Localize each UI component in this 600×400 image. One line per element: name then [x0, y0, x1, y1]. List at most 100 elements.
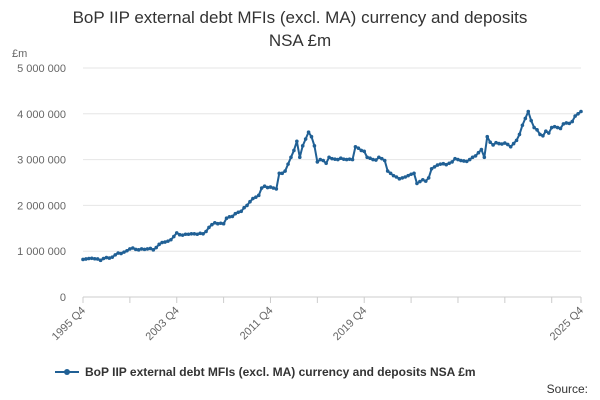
- data-point[interactable]: [89, 256, 94, 261]
- data-point[interactable]: [277, 171, 282, 176]
- data-point[interactable]: [353, 144, 358, 149]
- data-point[interactable]: [544, 129, 548, 134]
- data-point[interactable]: [107, 256, 112, 260]
- data-point[interactable]: [160, 240, 164, 245]
- data-point[interactable]: [327, 155, 331, 160]
- data-point[interactable]: [464, 159, 469, 164]
- data-point[interactable]: [306, 130, 311, 134]
- data-point[interactable]: [303, 137, 308, 141]
- data-point[interactable]: [558, 126, 563, 131]
- data-point[interactable]: [265, 185, 270, 190]
- data-point[interactable]: [529, 118, 533, 123]
- data-point[interactable]: [101, 256, 106, 261]
- data-point[interactable]: [312, 144, 317, 148]
- data-point[interactable]: [453, 156, 457, 161]
- data-point[interactable]: [154, 245, 159, 250]
- data-point[interactable]: [423, 179, 428, 183]
- data-point[interactable]: [380, 156, 384, 161]
- data-point[interactable]: [365, 155, 369, 160]
- data-point[interactable]: [104, 255, 109, 260]
- data-point[interactable]: [441, 161, 446, 166]
- data-point[interactable]: [218, 221, 223, 226]
- data-point[interactable]: [576, 112, 580, 116]
- data-point[interactable]: [174, 231, 179, 235]
- data-point[interactable]: [242, 205, 246, 210]
- data-point[interactable]: [151, 248, 156, 252]
- data-point[interactable]: [201, 231, 205, 236]
- data-point[interactable]: [333, 157, 337, 161]
- data-point[interactable]: [491, 143, 495, 147]
- data-point[interactable]: [400, 176, 405, 180]
- data-point[interactable]: [256, 193, 261, 198]
- data-point[interactable]: [207, 225, 211, 230]
- data-point[interactable]: [318, 157, 323, 162]
- data-point[interactable]: [204, 229, 208, 234]
- data-point[interactable]: [473, 154, 478, 158]
- data-point[interactable]: [494, 140, 498, 145]
- data-point[interactable]: [315, 160, 320, 164]
- data-point[interactable]: [113, 253, 118, 257]
- data-point[interactable]: [388, 171, 393, 176]
- data-point[interactable]: [555, 125, 560, 130]
- data-point[interactable]: [546, 131, 551, 135]
- data-point[interactable]: [476, 150, 481, 155]
- data-point[interactable]: [169, 237, 173, 242]
- data-point[interactable]: [271, 186, 276, 190]
- data-point[interactable]: [166, 239, 170, 243]
- data-point[interactable]: [230, 214, 235, 219]
- data-point[interactable]: [142, 247, 147, 252]
- data-point[interactable]: [532, 125, 536, 130]
- data-point[interactable]: [456, 157, 460, 162]
- data-point[interactable]: [224, 216, 229, 221]
- data-point[interactable]: [189, 231, 194, 236]
- data-point[interactable]: [415, 181, 419, 186]
- data-point[interactable]: [139, 247, 144, 251]
- data-point[interactable]: [462, 159, 466, 163]
- data-point[interactable]: [447, 161, 451, 166]
- data-point[interactable]: [382, 158, 387, 163]
- data-point[interactable]: [283, 169, 287, 173]
- data-point[interactable]: [180, 233, 185, 237]
- data-point[interactable]: [485, 134, 490, 139]
- data-point[interactable]: [561, 122, 566, 126]
- data-point[interactable]: [221, 221, 226, 226]
- data-point[interactable]: [385, 169, 390, 173]
- data-point[interactable]: [523, 116, 528, 121]
- data-point[interactable]: [119, 251, 123, 256]
- data-point[interactable]: [406, 173, 410, 178]
- data-point[interactable]: [324, 161, 328, 166]
- data-point[interactable]: [438, 162, 443, 166]
- data-point[interactable]: [300, 144, 305, 148]
- data-point[interactable]: [514, 138, 519, 143]
- data-point[interactable]: [371, 157, 375, 162]
- data-point[interactable]: [145, 247, 150, 251]
- data-point[interactable]: [236, 210, 241, 215]
- data-point[interactable]: [432, 165, 437, 169]
- data-point[interactable]: [391, 173, 396, 178]
- data-point[interactable]: [110, 255, 115, 259]
- data-point[interactable]: [338, 156, 343, 161]
- data-point[interactable]: [573, 114, 577, 118]
- data-point[interactable]: [336, 157, 340, 162]
- data-point[interactable]: [233, 211, 238, 216]
- data-point[interactable]: [394, 175, 399, 179]
- data-point[interactable]: [505, 142, 510, 147]
- data-point[interactable]: [172, 234, 176, 239]
- data-point[interactable]: [535, 128, 539, 132]
- data-point[interactable]: [133, 247, 138, 252]
- data-point[interactable]: [426, 176, 431, 180]
- data-point[interactable]: [280, 171, 285, 176]
- data-point[interactable]: [245, 203, 249, 208]
- data-point[interactable]: [289, 155, 293, 160]
- data-point[interactable]: [286, 162, 290, 166]
- data-point[interactable]: [497, 141, 501, 146]
- data-point[interactable]: [429, 166, 434, 171]
- data-point[interactable]: [350, 157, 355, 162]
- data-point[interactable]: [368, 156, 372, 161]
- data-point[interactable]: [570, 119, 575, 124]
- data-point[interactable]: [198, 231, 202, 236]
- data-point[interactable]: [183, 232, 188, 237]
- data-point[interactable]: [418, 179, 422, 184]
- data-point[interactable]: [421, 177, 425, 182]
- data-point[interactable]: [268, 185, 273, 189]
